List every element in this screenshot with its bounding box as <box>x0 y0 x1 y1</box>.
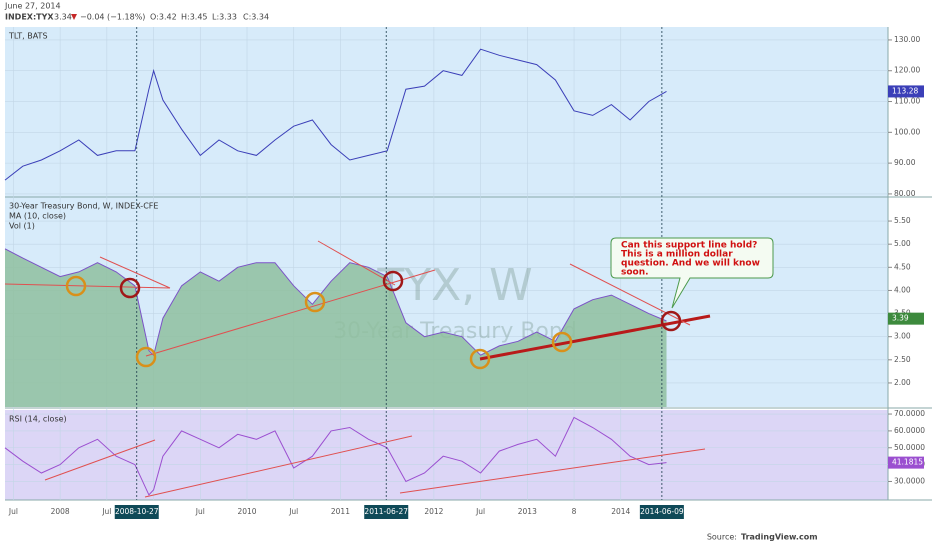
panel-title: RSI (14, close) <box>9 415 67 424</box>
y-tick-label: 30.0000 <box>894 476 925 485</box>
circle <box>304 291 326 313</box>
date-marker-label: 2008-10-27 <box>115 507 159 516</box>
y-tick-label: 130.00 <box>894 35 920 44</box>
panel-subtitle: MA (10, close) <box>9 212 66 221</box>
price-tag-label: 41.1815 <box>892 458 923 467</box>
trend-line <box>4 283 171 289</box>
trend-line <box>44 439 156 481</box>
trend-line <box>99 256 171 289</box>
y-tick-label: 110.00 <box>894 97 920 106</box>
circle <box>119 277 141 299</box>
change: −0.04 (−1.18%) <box>80 13 145 22</box>
callout-text: soon. <box>621 268 649 278</box>
panel-subtitle: Vol (1) <box>9 222 35 231</box>
price-tag <box>888 312 924 325</box>
x-tick-label: 8 <box>572 507 577 516</box>
circle <box>469 348 491 370</box>
date-marker-label: 2014-06-09 <box>640 507 684 516</box>
y-tick-label: 4.00 <box>894 285 911 294</box>
x-tick-label: 2013 <box>518 507 537 516</box>
x-tick-label: 2011 <box>331 507 350 516</box>
callout-text: This is a million dollar <box>621 250 733 260</box>
panel-title: 30-Year Treasury Bond, W, INDEX-CFE <box>9 202 158 211</box>
trend-line <box>144 435 413 498</box>
x-tick-label: 2010 <box>237 507 256 516</box>
source-name: TradingView.com <box>741 533 818 542</box>
price-tag <box>888 85 924 98</box>
trend-line <box>569 263 691 326</box>
x-tick-label: 2012 <box>424 507 443 516</box>
x-tick-label: Jul <box>288 507 298 516</box>
line <box>4 48 667 181</box>
y-tick-label: 100.00 <box>894 127 920 136</box>
last: 3.34 <box>54 13 72 22</box>
date-marker-label: 2011-06-27 <box>364 507 408 516</box>
watermark: TYX, W <box>376 260 532 311</box>
price-tag <box>888 456 924 469</box>
date-marker-box <box>114 505 159 519</box>
data-layer: Jul2008Jul9Jul2010Jul20112012Jul20138201… <box>4 27 925 516</box>
high: H:3.45 <box>181 13 208 22</box>
x-tick-label: Jul <box>195 507 205 516</box>
down-arrow <box>71 14 77 20</box>
y-tick-label: 5.50 <box>894 216 911 225</box>
y-tick-label: 3.00 <box>894 332 911 341</box>
circle <box>551 331 573 353</box>
y-tick-label: 2.00 <box>894 378 911 387</box>
open: O:3.42 <box>150 13 177 22</box>
circle <box>65 275 87 297</box>
callout-box <box>610 237 774 309</box>
x-tick-label: Jul <box>475 507 485 516</box>
callout-text: Can this support line hold? <box>621 241 757 251</box>
callout-text: question. And we will know <box>621 259 760 269</box>
circle <box>382 270 404 292</box>
trend-line <box>145 269 436 357</box>
y-tick-label: 2.50 <box>894 355 911 364</box>
y-tick-label: 50.0000 <box>894 443 925 452</box>
panel-title: TLT, BATS <box>8 32 48 41</box>
low: L:3.33 <box>212 13 237 22</box>
support-line <box>479 314 711 361</box>
panel-bg <box>5 410 888 500</box>
close: C:3.34 <box>243 13 269 22</box>
trend-line <box>317 240 396 286</box>
y-tick-label: 60.0000 <box>894 426 925 435</box>
date-marker-box <box>364 505 409 519</box>
header-date: June 27, 2014 <box>4 2 61 11</box>
symbol: INDEX:TYX <box>5 13 54 22</box>
x-tick-label: Jul <box>101 507 111 516</box>
area <box>5 248 667 407</box>
date-marker-box <box>639 505 684 519</box>
source-label: Source: <box>707 533 737 542</box>
line <box>4 416 667 496</box>
x-tick-label: 2008 <box>51 507 70 516</box>
y-tick-label: 70.0000 <box>894 409 925 418</box>
price-tag-label: 113.28 <box>892 86 918 95</box>
y-tick-label: 90.00 <box>894 158 916 167</box>
trend-line <box>399 448 706 494</box>
y-tick-label: 120.00 <box>894 66 920 75</box>
x-tick-label: 2014 <box>611 507 630 516</box>
panel-bg <box>5 27 888 197</box>
circle <box>135 346 157 368</box>
y-tick-label: 5.00 <box>894 239 911 248</box>
x-tick-label: Jul <box>8 507 18 516</box>
circle <box>660 310 682 332</box>
y-tick-label: 80.00 <box>894 189 916 198</box>
drawings <box>4 237 774 498</box>
price-tag-label: 3.39 <box>892 314 909 323</box>
y-tick-label: 4.50 <box>894 262 911 271</box>
